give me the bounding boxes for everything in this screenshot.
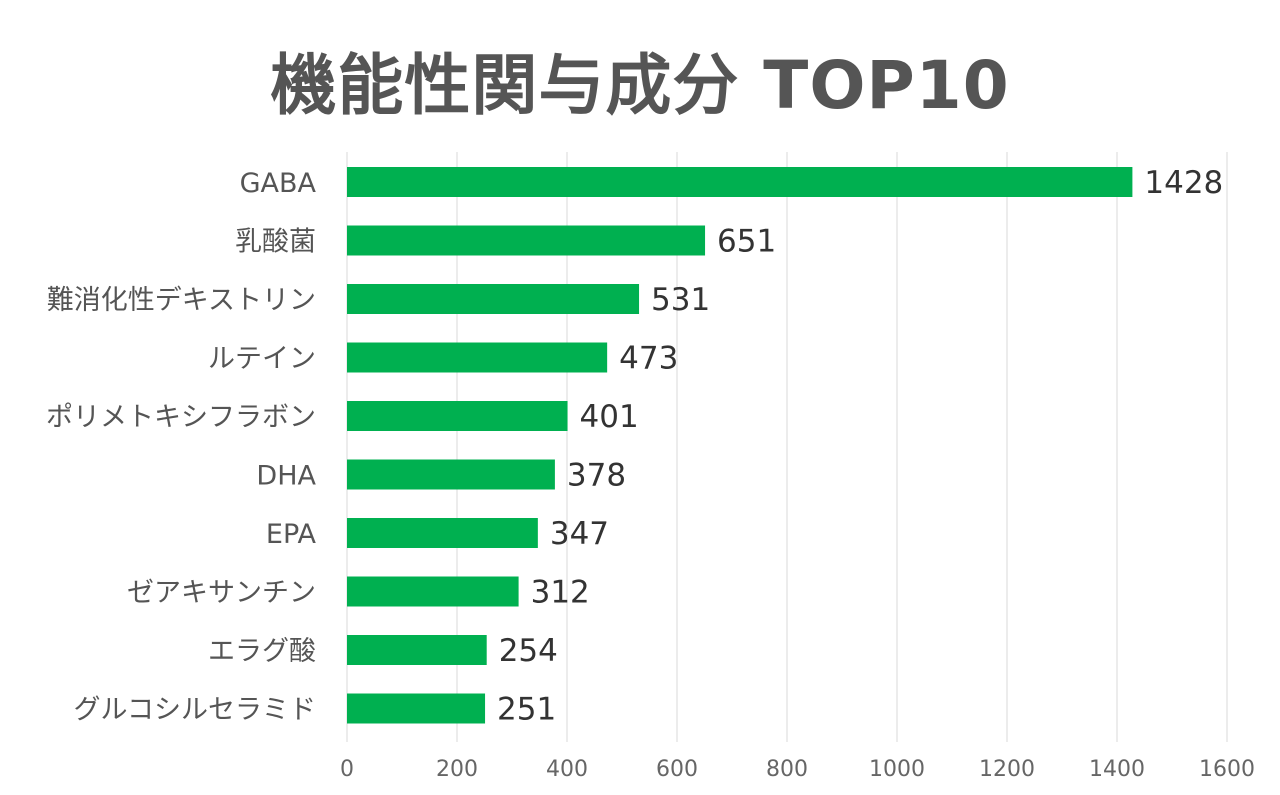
bar	[347, 401, 568, 431]
value-label: 347	[550, 516, 609, 552]
bar	[347, 693, 486, 724]
value-label: 312	[531, 575, 590, 611]
x-tick-label: 1200	[979, 757, 1035, 782]
value-label: 473	[619, 341, 678, 377]
chart-title: 機能性関与成分 TOP10	[270, 47, 1010, 124]
category-label: ルテイン	[208, 344, 316, 375]
value-label: 531	[651, 282, 710, 318]
bar	[347, 225, 706, 256]
x-tick-label: 600	[656, 757, 698, 782]
category-label: ポリメトキシフラボン	[46, 402, 316, 433]
x-tick-label: 1600	[1199, 757, 1255, 782]
x-tick-label: 800	[766, 757, 808, 782]
category-label: ゼアキサンチン	[127, 578, 316, 609]
bar	[347, 459, 555, 490]
x-tick-label: 400	[546, 757, 588, 782]
bar	[347, 518, 538, 548]
value-label: 651	[717, 224, 776, 260]
category-label: 乳酸菌	[235, 227, 316, 258]
x-tick-label: 0	[340, 757, 354, 782]
value-label: 378	[567, 458, 626, 494]
value-label: 401	[580, 399, 639, 435]
category-label: グルコシルセラミド	[74, 695, 316, 726]
bar	[347, 576, 519, 607]
value-label: 254	[499, 633, 558, 669]
category-label: 難消化性デキストリン	[47, 285, 316, 316]
x-tick-label: 200	[436, 757, 478, 782]
bar	[347, 284, 640, 314]
x-axis-tick-labels: 0 200 400 600 800 1000 1200 1400 1600	[340, 757, 1255, 782]
bar	[347, 167, 1133, 197]
bars	[347, 167, 1133, 724]
category-label: DHA	[256, 461, 316, 492]
category-label: EPA	[266, 519, 317, 550]
value-label: 1428	[1144, 165, 1223, 201]
value-label: 251	[497, 692, 556, 728]
category-label: GABA	[240, 168, 317, 199]
bar	[347, 342, 608, 373]
bar	[347, 635, 487, 665]
category-label: エラグ酸	[208, 636, 316, 667]
x-tick-label: 1400	[1089, 757, 1145, 782]
x-tick-label: 1000	[869, 757, 925, 782]
